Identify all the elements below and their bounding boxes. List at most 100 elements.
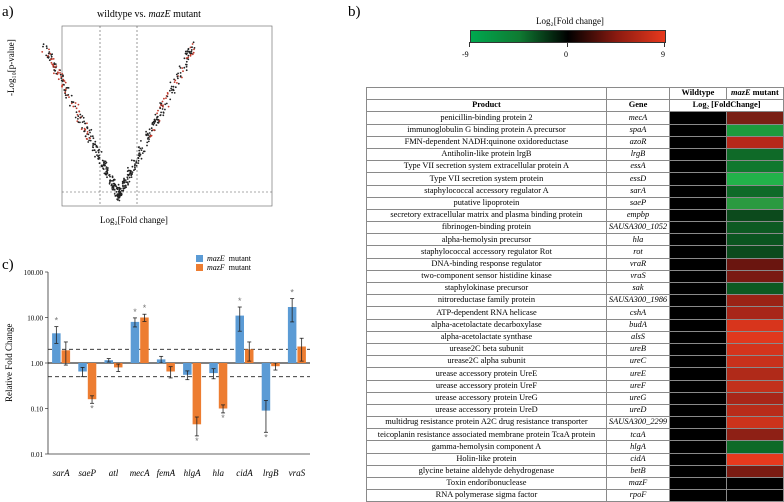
volcano-point bbox=[134, 166, 136, 169]
mutant-heat-cell bbox=[725, 135, 784, 149]
volcano-point bbox=[173, 81, 176, 83]
volcano-point bbox=[93, 149, 96, 151]
product-cell: urease accessory protein UreE bbox=[366, 367, 607, 381]
volcano-point bbox=[62, 78, 65, 81]
volcano-point bbox=[83, 127, 86, 130]
volcano-point bbox=[45, 45, 48, 48]
volcano-point bbox=[50, 61, 53, 64]
volcano-point bbox=[140, 140, 142, 142]
wildtype-heat-cell bbox=[669, 269, 727, 284]
volcano-point bbox=[127, 174, 130, 177]
volcano-point bbox=[84, 122, 87, 125]
product-cell: Toxin endoribonuclease bbox=[366, 476, 607, 491]
volcano-point bbox=[91, 149, 94, 152]
volcano-point bbox=[82, 116, 85, 119]
volcano-point bbox=[146, 141, 149, 144]
wildtype-heat-cell bbox=[669, 123, 727, 137]
volcano-point bbox=[193, 48, 195, 51]
scale-tick-min bbox=[469, 42, 470, 47]
table-row: alpha-hemolysin precursor hla bbox=[366, 233, 784, 247]
wildtype-heat-cell bbox=[669, 330, 727, 344]
volcano-point bbox=[187, 56, 190, 59]
bar-legend: mazE mutant mazF mutant bbox=[196, 254, 251, 272]
gene-cell: SAUSA300_2299 bbox=[605, 416, 671, 430]
wildtype-heat-cell bbox=[669, 416, 727, 430]
mutant-heat-cell bbox=[725, 221, 784, 235]
volcano-point bbox=[174, 79, 177, 82]
product-cell: multidrug resistance protein A2C drug re… bbox=[366, 416, 607, 430]
volcano-point bbox=[64, 94, 67, 97]
bar-x-tick-label: sarA bbox=[53, 468, 71, 478]
volcano-point bbox=[109, 179, 112, 182]
bar-x-tick-label: hla bbox=[213, 468, 225, 478]
product-cell: Type VII secretion system protein bbox=[366, 172, 607, 186]
volcano-point bbox=[111, 180, 113, 182]
volcano-point bbox=[128, 176, 131, 179]
table-row: glycine betaine aldehyde dehydrogenase be… bbox=[366, 464, 784, 479]
legend-gene-mazF: mazF bbox=[207, 263, 225, 272]
volcano-point bbox=[166, 92, 169, 94]
gene-cell: empbp bbox=[605, 208, 671, 223]
mutant-heat-cell bbox=[725, 464, 784, 479]
table-row: urease accessory protein UreG ureG bbox=[366, 391, 784, 405]
volcano-point bbox=[169, 89, 171, 92]
volcano-point bbox=[112, 185, 115, 188]
gene-cell: hla bbox=[605, 233, 671, 247]
mutant-heat-cell bbox=[725, 355, 784, 369]
volcano-point bbox=[89, 139, 92, 142]
volcano-point bbox=[108, 174, 111, 176]
wildtype-heat-cell bbox=[669, 367, 727, 381]
mutant-heat-cell bbox=[725, 196, 784, 210]
product-cell: putative lipoprotein bbox=[366, 196, 607, 210]
volcano-title-suffix: mutant bbox=[170, 9, 201, 20]
mutant-heat-cell bbox=[725, 233, 784, 247]
volcano-point bbox=[86, 126, 89, 129]
volcano-point bbox=[115, 191, 118, 193]
gene-cell: ureD bbox=[605, 403, 671, 418]
volcano-point bbox=[176, 75, 179, 78]
volcano-point bbox=[160, 111, 162, 114]
gene-cell: spaA bbox=[605, 123, 671, 137]
product-cell: staphylokinase precursor bbox=[366, 281, 607, 296]
volcano-point bbox=[116, 194, 119, 197]
volcano-point bbox=[71, 101, 74, 103]
volcano-point bbox=[96, 154, 98, 157]
gene-cell: essD bbox=[605, 172, 671, 186]
volcano-point bbox=[51, 63, 54, 66]
gene-cell: SAUSA300_1052 bbox=[605, 221, 671, 235]
bar-lrgB-mazE bbox=[261, 363, 271, 411]
volcano-xlabel: Log₂[Fold change] bbox=[100, 215, 168, 225]
mutant-heat-cell bbox=[725, 281, 784, 296]
volcano-point bbox=[89, 137, 91, 140]
product-cell: ATP-dependent RNA helicase bbox=[366, 306, 607, 320]
volcano-point bbox=[91, 146, 94, 148]
volcano-point bbox=[52, 64, 55, 67]
gene-cell: essA bbox=[605, 160, 671, 174]
header-blank-1 bbox=[366, 86, 607, 101]
volcano-point bbox=[78, 110, 81, 112]
volcano-point bbox=[47, 55, 49, 57]
wildtype-heat-cell bbox=[669, 281, 727, 296]
volcano-point bbox=[183, 57, 186, 60]
volcano-point bbox=[190, 52, 193, 55]
volcano-point bbox=[126, 170, 129, 173]
volcano-point bbox=[128, 173, 131, 176]
volcano-point bbox=[162, 114, 165, 117]
volcano-point bbox=[72, 105, 75, 108]
volcano-point bbox=[103, 160, 105, 163]
bar-saeP-mazF bbox=[87, 363, 97, 400]
volcano-point bbox=[67, 94, 70, 96]
volcano-point bbox=[102, 168, 105, 171]
wildtype-heat-cell bbox=[669, 306, 727, 320]
volcano-point bbox=[137, 162, 140, 165]
volcano-point bbox=[121, 180, 124, 183]
gene-cell: ureE bbox=[605, 367, 671, 381]
volcano-point bbox=[177, 72, 180, 75]
scale-label-min: -9 bbox=[462, 50, 469, 59]
volcano-point bbox=[153, 118, 156, 121]
volcano-point bbox=[122, 184, 124, 187]
volcano-point bbox=[53, 66, 56, 69]
product-cell: Antiholin-like protein lrgB bbox=[366, 147, 607, 162]
volcano-point bbox=[159, 107, 162, 110]
